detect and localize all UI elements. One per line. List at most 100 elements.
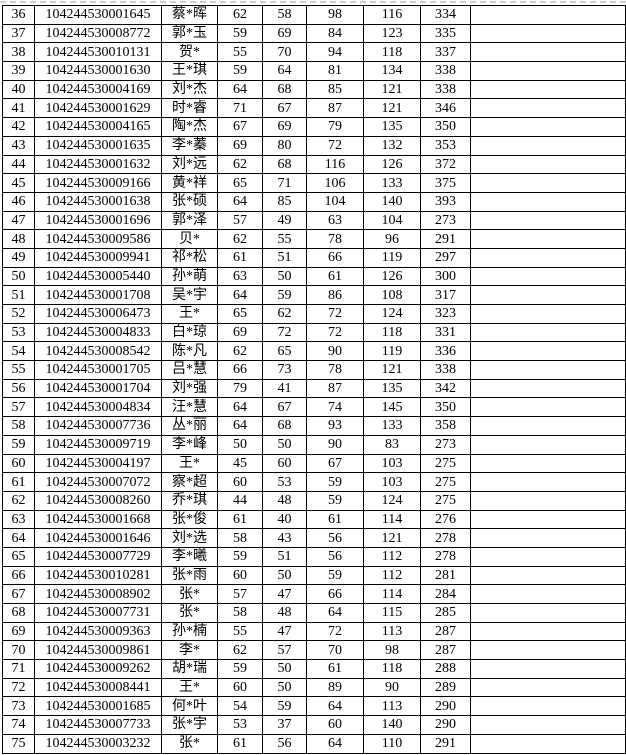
row-number-cell: 61 <box>2 472 35 492</box>
score-1-cell: 64 <box>217 285 263 305</box>
candidate-id-cell: 104244530001705 <box>34 360 162 380</box>
score-4-cell: 103 <box>363 472 421 492</box>
table-row: 36 104244530001645 蔡*晖 62 58 98 116 334 <box>2 5 626 25</box>
score-3-cell: 64 <box>306 696 364 717</box>
candidate-id-cell: 104244530001632 <box>34 154 162 175</box>
score-4-cell: 103 <box>363 453 421 474</box>
score-3-cell: 90 <box>306 434 364 455</box>
row-number-cell: 52 <box>2 304 35 324</box>
score-2-cell: 59 <box>262 696 307 717</box>
score-3-cell: 81 <box>306 61 364 81</box>
score-1-cell: 65 <box>217 304 263 324</box>
row-number-cell: 40 <box>2 79 35 100</box>
score-3-cell: 66 <box>306 247 364 268</box>
candidate-id-cell: 104244530006473 <box>34 304 162 324</box>
blank-cell <box>470 546 626 567</box>
score-4-cell: 121 <box>363 79 421 100</box>
name-cell: 李*曦 <box>161 546 218 567</box>
candidate-id-cell: 104244530007731 <box>34 603 162 623</box>
score-3-cell: 78 <box>306 360 364 380</box>
row-number-cell: 74 <box>2 715 35 735</box>
score-1-cell: 69 <box>217 322 263 343</box>
total-score-cell: 278 <box>420 528 471 548</box>
score-3-cell: 106 <box>306 173 364 193</box>
name-cell: 胡*瑞 <box>161 659 218 679</box>
candidate-id-cell: 104244530007736 <box>34 416 162 436</box>
name-cell: 张*宇 <box>161 715 218 735</box>
score-4-cell: 110 <box>363 733 421 754</box>
name-cell: 郭*泽 <box>161 210 218 231</box>
score-4-cell: 126 <box>363 154 421 175</box>
score-2-cell: 50 <box>262 677 307 698</box>
blank-cell <box>470 640 626 661</box>
score-4-cell: 121 <box>363 528 421 548</box>
blank-cell <box>470 42 626 63</box>
row-number-cell: 70 <box>2 640 35 661</box>
score-3-cell: 66 <box>306 584 364 604</box>
candidate-id-cell: 104244530001708 <box>34 285 162 305</box>
blank-cell <box>470 117 626 137</box>
total-score-cell: 289 <box>420 677 471 698</box>
total-score-cell: 275 <box>420 490 471 511</box>
score-3-cell: 93 <box>306 416 364 436</box>
name-cell: 张*俊 <box>161 509 218 530</box>
score-1-cell: 69 <box>217 135 263 156</box>
total-score-cell: 297 <box>420 247 471 268</box>
score-4-cell: 140 <box>363 715 421 735</box>
score-2-cell: 55 <box>262 229 307 249</box>
table-row: 61 104244530007072 察*超 60 53 59 103 275 <box>2 472 626 492</box>
blank-cell <box>470 285 626 305</box>
score-4-cell: 118 <box>363 659 421 679</box>
score-1-cell: 60 <box>217 472 263 492</box>
candidate-id-cell: 104244530009586 <box>34 229 162 249</box>
score-4-cell: 119 <box>363 341 421 362</box>
candidate-id-cell: 104244530008542 <box>34 341 162 362</box>
score-3-cell: 59 <box>306 565 364 586</box>
row-number-cell: 42 <box>2 117 35 137</box>
row-number-cell: 58 <box>2 416 35 436</box>
blank-cell <box>470 603 626 623</box>
table-row: 56 104244530001704 刘*强 79 41 87 135 342 <box>2 378 626 399</box>
score-3-cell: 116 <box>306 154 364 175</box>
row-number-cell: 72 <box>2 677 35 698</box>
blank-cell <box>470 173 626 193</box>
candidate-id-cell: 104244530007733 <box>34 715 162 735</box>
blank-cell <box>470 154 626 175</box>
total-score-cell: 336 <box>420 341 471 362</box>
blank-cell <box>470 584 626 604</box>
table-row: 53 104244530004833 白*琼 69 72 72 118 331 <box>2 322 626 343</box>
row-number-cell: 63 <box>2 509 35 530</box>
blank-cell <box>470 509 626 530</box>
row-number-cell: 69 <box>2 621 35 642</box>
name-cell: 王* <box>161 304 218 324</box>
row-number-cell: 51 <box>2 285 35 305</box>
score-1-cell: 61 <box>217 509 263 530</box>
candidate-id-cell: 104244530001685 <box>34 696 162 717</box>
name-cell: 张*雨 <box>161 565 218 586</box>
table-row: 55 104244530001705 吕*慧 66 73 78 121 338 <box>2 360 626 380</box>
score-1-cell: 55 <box>217 621 263 642</box>
score-4-cell: 119 <box>363 247 421 268</box>
total-score-cell: 335 <box>420 23 471 44</box>
score-4-cell: 90 <box>363 677 421 698</box>
candidate-id-cell: 104244530009861 <box>34 640 162 661</box>
table-row: 69 104244530009363 孙*楠 55 47 72 113 287 <box>2 621 626 642</box>
table-row: 58 104244530007736 丛*丽 64 68 93 133 358 <box>2 416 626 436</box>
score-2-cell: 48 <box>262 490 307 511</box>
table-row: 74 104244530007733 张*宇 53 37 60 140 290 <box>2 715 626 735</box>
score-3-cell: 72 <box>306 322 364 343</box>
score-3-cell: 64 <box>306 603 364 623</box>
score-2-cell: 68 <box>262 416 307 436</box>
score-2-cell: 80 <box>262 135 307 156</box>
row-number-cell: 48 <box>2 229 35 249</box>
score-3-cell: 56 <box>306 528 364 548</box>
score-3-cell: 84 <box>306 23 364 44</box>
row-number-cell: 45 <box>2 173 35 193</box>
total-score-cell: 291 <box>420 229 471 249</box>
score-3-cell: 72 <box>306 135 364 156</box>
candidate-id-cell: 104244530004834 <box>34 397 162 418</box>
total-score-cell: 375 <box>420 173 471 193</box>
blank-cell <box>470 341 626 362</box>
score-1-cell: 58 <box>217 603 263 623</box>
score-4-cell: 104 <box>363 210 421 231</box>
